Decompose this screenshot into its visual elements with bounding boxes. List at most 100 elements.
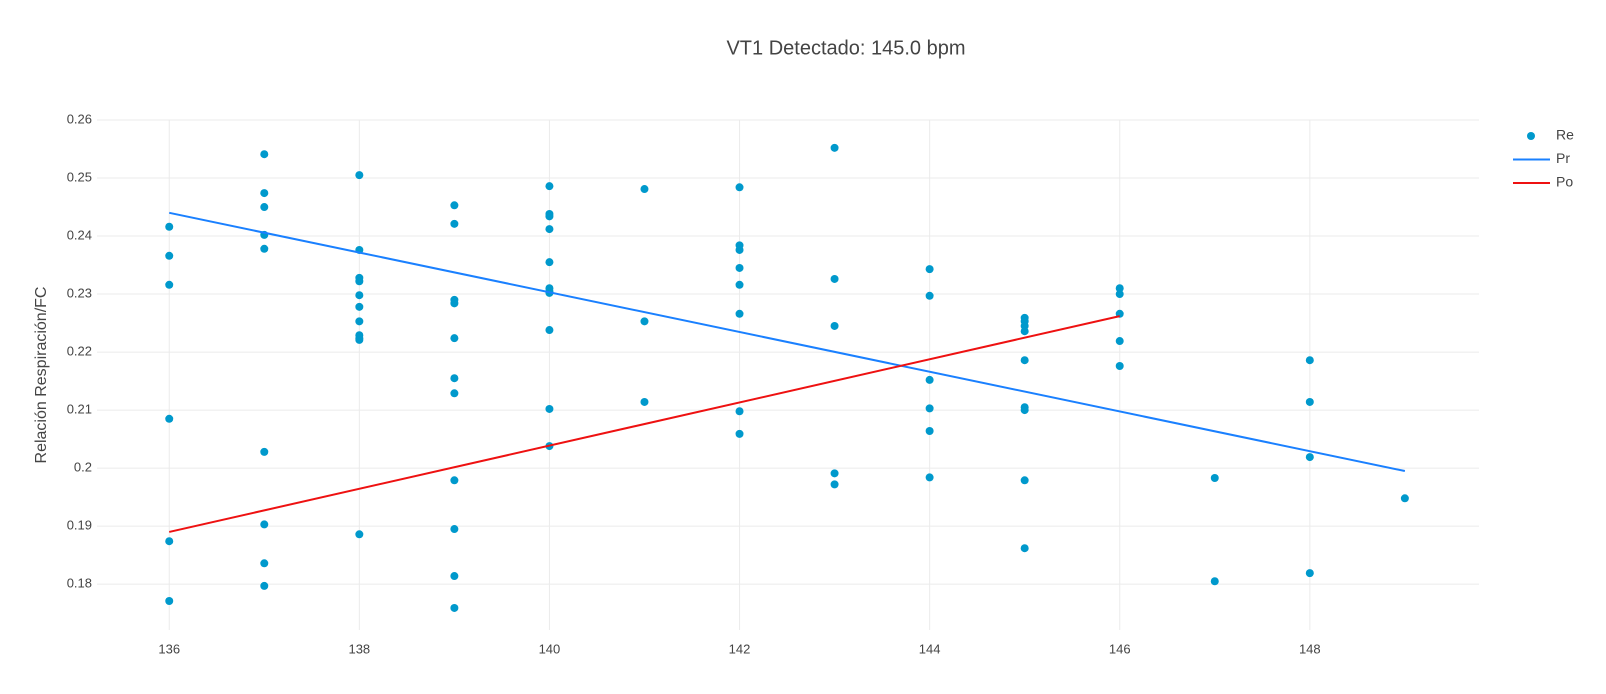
point (830, 469, 839, 478)
legend-marker (1527, 132, 1535, 140)
y-tick-label: 0.24 (67, 227, 92, 242)
point (830, 321, 839, 330)
point (1305, 356, 1314, 365)
point (735, 183, 744, 192)
y-tick-label: 0.22 (67, 344, 92, 359)
point (165, 222, 174, 231)
point (1020, 327, 1029, 336)
point (830, 143, 839, 152)
x-tick-label: 140 (539, 641, 561, 656)
point (545, 182, 554, 191)
point (735, 407, 744, 416)
point (1305, 569, 1314, 578)
point (450, 374, 459, 383)
legend-label: Re (1556, 127, 1574, 143)
point (545, 404, 554, 413)
point (545, 326, 554, 335)
y-tick-label: 0.25 (67, 169, 92, 184)
point (830, 480, 839, 489)
x-tick-label: 148 (1299, 641, 1321, 656)
point (355, 335, 364, 344)
x-tick-label: 138 (348, 641, 370, 656)
point (355, 171, 364, 180)
point (735, 245, 744, 254)
point (735, 263, 744, 272)
point (545, 258, 554, 267)
point (1020, 356, 1029, 365)
point (1020, 406, 1029, 415)
point (735, 280, 744, 289)
y-tick-label: 0.23 (67, 285, 92, 300)
point (450, 476, 459, 485)
point (355, 291, 364, 300)
point (1115, 337, 1124, 346)
point (450, 334, 459, 343)
y-tick-label: 0.21 (67, 402, 92, 417)
x-tick-label: 136 (158, 641, 180, 656)
point (1020, 476, 1029, 485)
point (925, 404, 934, 413)
point (165, 596, 174, 605)
point (450, 219, 459, 228)
point (260, 150, 269, 159)
point (450, 525, 459, 534)
y-tick-label: 0.18 (67, 576, 92, 591)
point (165, 537, 174, 546)
point (260, 203, 269, 212)
point (640, 397, 649, 406)
y-tick-label: 0.19 (67, 518, 92, 533)
point (1210, 473, 1219, 482)
point (925, 426, 934, 435)
y-tick-label: 0.2 (74, 460, 92, 475)
point (1115, 362, 1124, 371)
point (640, 317, 649, 326)
point (260, 447, 269, 456)
point (165, 251, 174, 260)
point (640, 185, 649, 194)
x-tick-label: 142 (729, 641, 751, 656)
point (735, 429, 744, 438)
chart-title: VT1 Detectado: 145.0 bpm (726, 37, 965, 59)
point (545, 212, 554, 221)
x-tick-label: 146 (1109, 641, 1131, 656)
point (355, 530, 364, 539)
point (450, 603, 459, 612)
point (1210, 577, 1219, 586)
point (165, 414, 174, 423)
point (450, 299, 459, 308)
point (1400, 494, 1409, 503)
x-tick-label: 144 (919, 641, 941, 656)
point (260, 520, 269, 529)
point (830, 274, 839, 283)
y-tick-label: 0.26 (67, 111, 92, 126)
y-axis-label: Relación Respiración/FC (33, 287, 50, 464)
point (545, 225, 554, 234)
point (1305, 453, 1314, 462)
trend-line (169, 315, 1120, 533)
point (925, 265, 934, 274)
point (355, 317, 364, 326)
point (925, 291, 934, 300)
legend-label: Pr (1556, 150, 1570, 166)
point (450, 389, 459, 398)
point (355, 277, 364, 286)
point (1305, 397, 1314, 406)
legend-label: Po (1556, 174, 1573, 190)
point (355, 302, 364, 311)
point (450, 572, 459, 581)
point (260, 559, 269, 568)
point (260, 244, 269, 253)
point (450, 201, 459, 210)
point (260, 581, 269, 590)
point (260, 189, 269, 198)
point (165, 280, 174, 289)
point (925, 375, 934, 384)
point (735, 309, 744, 318)
point (925, 473, 934, 482)
point (1115, 284, 1124, 293)
point (1020, 544, 1029, 553)
trend-line (169, 211, 1406, 473)
point (1115, 290, 1124, 299)
